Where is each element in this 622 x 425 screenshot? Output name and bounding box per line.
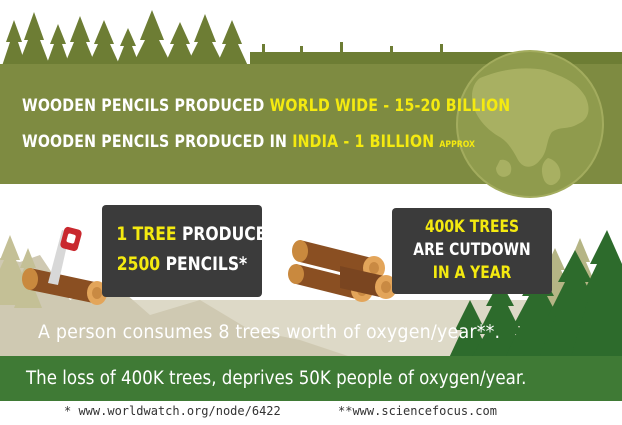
stat-world-wide-value: WORLD WIDE - 15-20 BILLION [269, 96, 511, 115]
tree-pencils-line1: 1 TREE PRODUCES [116, 223, 277, 245]
trees-cut-line1: 400K TREES [424, 217, 520, 237]
stat-india-label: WOODEN PENCILS PRODUCED IN [22, 132, 293, 151]
tree-count: 1 TREE [116, 223, 177, 245]
hills-left [0, 255, 360, 360]
log-pile-icon [288, 240, 397, 302]
stat-world-wide: WOODEN PENCILS PRODUCED WORLD WIDE - 15-… [22, 96, 510, 115]
source-worldwatch: * www.worldwatch.org/node/6422 [64, 404, 281, 418]
oxygen-consumption-text: A person consumes 8 trees worth of oxyge… [38, 321, 501, 343]
tree-pencils-line2: 2500 PENCILS* [116, 253, 247, 275]
log-icon [22, 268, 107, 305]
trees-cut-line3: IN A YEAR [432, 263, 512, 283]
stat-india-value: INDIA - 1 BILLION [292, 132, 435, 151]
pencils-label: PENCILS* [160, 253, 248, 275]
produces-label: PRODUCES [176, 223, 278, 245]
tree-pencils-box: 1 TREE PRODUCES 2500 PENCILS* [102, 205, 278, 297]
pencil-count: 2500 [116, 253, 161, 275]
globe-icon [456, 50, 604, 198]
stat-world-wide-label: WOODEN PENCILS PRODUCED [22, 96, 270, 115]
loss-text: The loss of 400K trees, deprives 50K peo… [26, 368, 527, 389]
source-sciencefocus: **www.sciencefocus.com [338, 404, 497, 418]
trees-cut-box: 400K TREES ARE CUTDOWN IN A YEAR [392, 208, 552, 294]
trees-cut-line2: ARE CUTDOWN [413, 240, 531, 260]
saw-icon [48, 226, 82, 285]
dark-forest-right [448, 230, 622, 360]
bottom-bar [0, 356, 622, 401]
stat-india: WOODEN PENCILS PRODUCED IN INDIA - 1 BIL… [22, 132, 475, 151]
stat-india-approx: APPROX [439, 140, 475, 150]
